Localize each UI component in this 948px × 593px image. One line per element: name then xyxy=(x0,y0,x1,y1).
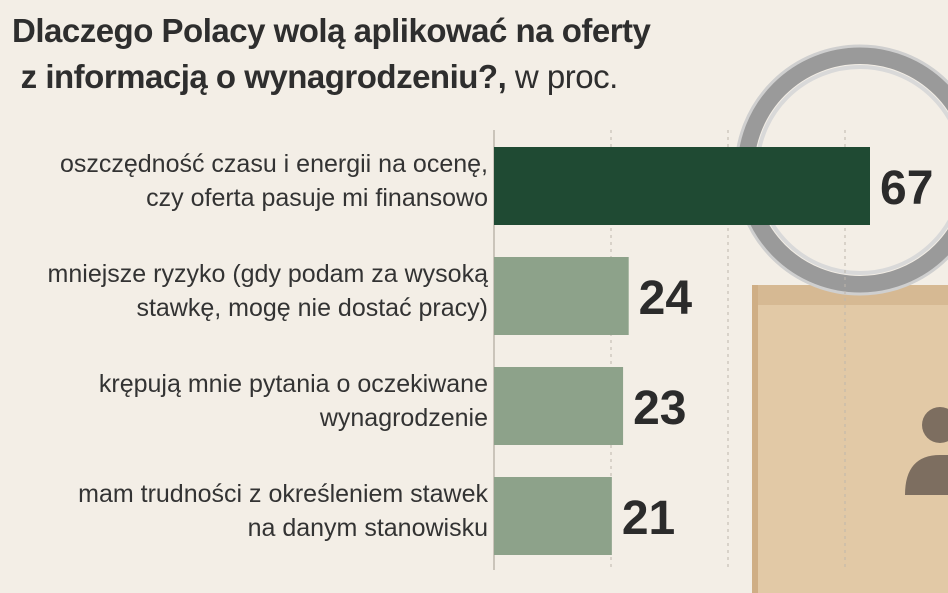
bar-2 xyxy=(494,367,624,445)
title-unit: w proc. xyxy=(514,58,618,95)
bar-label-3: mam trudności z określeniem stawek na da… xyxy=(78,480,488,542)
bar-0 xyxy=(494,147,870,225)
bar-value-label-1: 24 xyxy=(639,272,693,325)
bar-value-label-3: 21 xyxy=(622,492,675,545)
bar-label-2: krępują mnie pytania o oczekiwane wynagr… xyxy=(98,370,488,432)
bar-label-1: mniejsze ryzyko (gdy podam za wysoką sta… xyxy=(47,260,488,322)
bar-value-label-0: 67 xyxy=(880,162,933,215)
person-icon xyxy=(922,407,948,443)
wooden-block xyxy=(752,285,948,593)
bar-value-label-2: 23 xyxy=(633,382,686,435)
title-line-2: z informacją o wynagrodzeniu?, xyxy=(20,58,507,95)
bar-label-0: oszczędność czasu i energii na ocenę, cz… xyxy=(59,150,488,212)
bar-1 xyxy=(494,257,629,335)
title-line-1: Dlaczego Polacy wolą aplikować na oferty xyxy=(12,12,651,49)
bar-3 xyxy=(494,477,612,555)
chart-title: Dlaczego Polacy wolą aplikować na oferty… xyxy=(12,8,732,100)
